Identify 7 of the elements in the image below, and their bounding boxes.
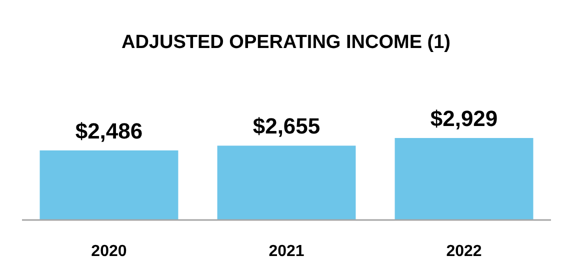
- data-label: $2,486: [75, 118, 143, 144]
- x-tick-label: 2020: [91, 243, 127, 260]
- data-label: $2,655: [252, 114, 320, 139]
- x-tick-label: 2022: [446, 243, 482, 260]
- chart-title: ADJUSTED OPERATING INCOME (1): [121, 32, 451, 53]
- data-label: $2,929: [430, 106, 498, 131]
- x-tick-label: 2021: [268, 243, 304, 260]
